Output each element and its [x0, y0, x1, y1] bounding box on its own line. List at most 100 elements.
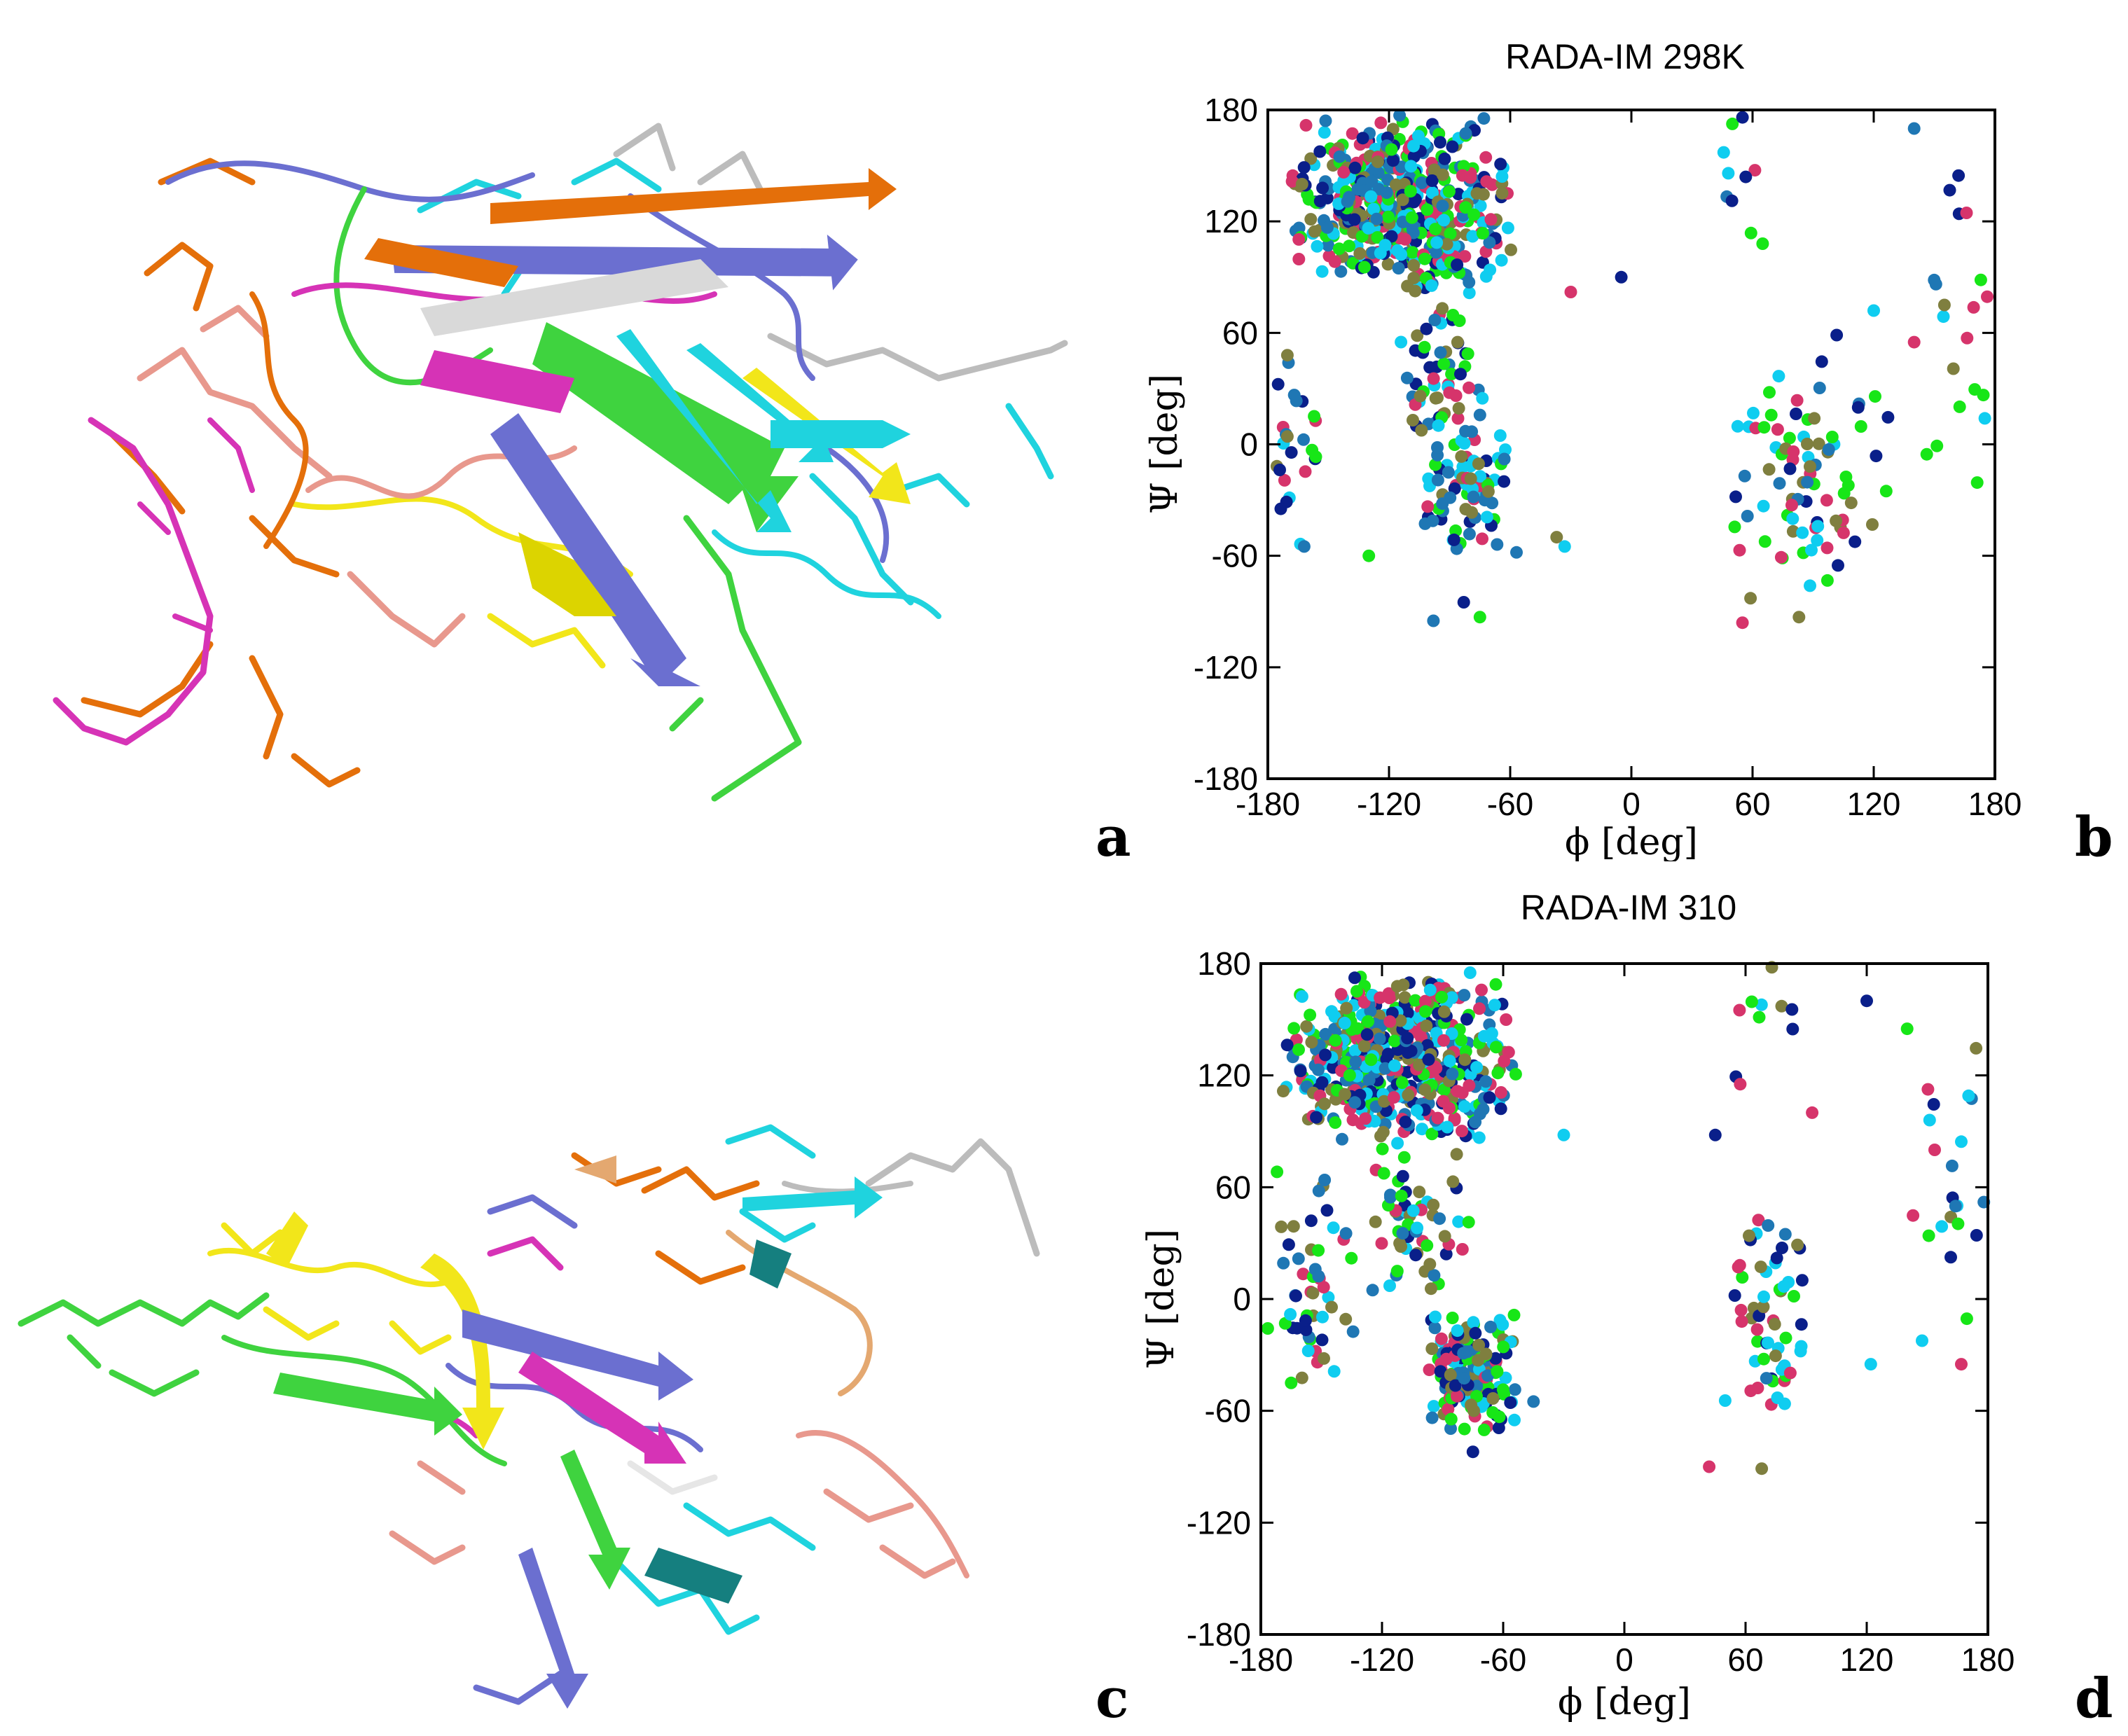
scatter-point [1318, 1097, 1331, 1111]
scatter-point [1501, 221, 1514, 235]
panel-label-d: d [2075, 1667, 2113, 1730]
scatter-point [1970, 476, 1984, 489]
scatter-point [1615, 270, 1628, 284]
scatter-point [1273, 464, 1286, 476]
scatter-point [1434, 1365, 1447, 1378]
scatter-point [1499, 443, 1512, 457]
scatter-point [1949, 1200, 1962, 1213]
scatter-point [1762, 463, 1776, 476]
scatter-point [1437, 357, 1451, 370]
scatter-point [1498, 452, 1511, 466]
scatter-point [1726, 117, 1739, 130]
scatter-point [1791, 1238, 1804, 1251]
scatter-point [1510, 546, 1523, 559]
scatter-point [1280, 430, 1294, 443]
scatter-point [1374, 116, 1388, 130]
scatter-point [1429, 1310, 1442, 1324]
scatter-point [1389, 178, 1402, 191]
scatter-point [1406, 246, 1419, 259]
scatter-point [1271, 1165, 1284, 1179]
scatter-point [1339, 1312, 1353, 1326]
axes: -180 -120 -60 0 60 120 180 -180 -120 -60 0 60 120 180 [1194, 92, 2022, 822]
scatter-point [1505, 243, 1517, 256]
scatter-point [1318, 126, 1331, 139]
scatter-point [1313, 195, 1327, 208]
scatter-point [1392, 262, 1405, 275]
scatter-point [1315, 1333, 1329, 1347]
scatter-point [1470, 1061, 1484, 1074]
scatter-point [1423, 1258, 1437, 1271]
scatter-point [1382, 210, 1395, 223]
scatter-point [1425, 1411, 1439, 1424]
scatter-point [1385, 143, 1398, 156]
scatter-point [1386, 154, 1400, 167]
scatter-point [1418, 252, 1431, 265]
scatter-point [1451, 258, 1464, 272]
scatter-point [1306, 1286, 1320, 1300]
scatter-point [1484, 213, 1498, 226]
scatter-point [1741, 510, 1754, 522]
scatter-point [1325, 1300, 1338, 1314]
scatter-point [1480, 175, 1493, 188]
scatter-point [1295, 1371, 1308, 1384]
scatter-point [1744, 1384, 1757, 1398]
scatter-point [1333, 150, 1346, 163]
scatter-point [1870, 450, 1883, 463]
scatter-point [1413, 1186, 1426, 1199]
scatter-point [1812, 437, 1825, 450]
scatter-point [1338, 1016, 1351, 1029]
scatter-point [1339, 1227, 1353, 1240]
scatter-point [1922, 1229, 1935, 1242]
scatter-point [1394, 1014, 1407, 1027]
scatter-point [1362, 1015, 1374, 1028]
scatter-point [1395, 248, 1408, 261]
scatter-point [1294, 1064, 1307, 1078]
scatter-point [1864, 1358, 1877, 1371]
scatter-point [1329, 1116, 1342, 1129]
scatter-point [1739, 170, 1753, 183]
scatter-point [1378, 1095, 1390, 1108]
scatter-point [1867, 304, 1880, 317]
scatter-point [1458, 437, 1471, 450]
scatter-point [1337, 165, 1350, 179]
scatter-point [1469, 1326, 1482, 1340]
scatter-point [1287, 1220, 1300, 1233]
scatter-point [1837, 526, 1850, 539]
scatter-point [1937, 310, 1950, 324]
scatter-point [1762, 1336, 1774, 1349]
y-tick-label: -60 [1212, 538, 1258, 574]
scatter-point [1360, 1028, 1374, 1041]
scatter-point [1318, 1352, 1330, 1365]
scatter-point [1285, 1376, 1298, 1389]
x-tick-label: -180 [1236, 786, 1300, 822]
scatter-point [1292, 1043, 1305, 1056]
scatter-point [1304, 152, 1318, 165]
scatter-point [1372, 155, 1384, 168]
scatter-point [1292, 232, 1306, 246]
scatter-point [1494, 1086, 1507, 1099]
scatter-point [1385, 230, 1398, 243]
scatter-point [1411, 1221, 1424, 1235]
scatter-point [1527, 1395, 1540, 1408]
scatter-point [1428, 1269, 1441, 1282]
scatter-point [1496, 1383, 1509, 1396]
scatter-point [1425, 186, 1439, 200]
scatter-point [1455, 450, 1468, 463]
scatter-point [1454, 368, 1467, 381]
scatter-point [1734, 1303, 1748, 1317]
y-tick-label: -180 [1187, 1616, 1251, 1653]
scatter-point [1736, 1271, 1749, 1284]
scatter-point [1353, 247, 1367, 260]
scatter-point [1557, 1128, 1570, 1141]
scatter-point [1418, 1083, 1432, 1097]
scatter-point [1315, 265, 1329, 278]
scatter-point [1395, 1189, 1408, 1202]
scatter-point [1491, 1365, 1504, 1378]
scatter-point [1327, 1221, 1340, 1235]
scatter-point [1770, 1251, 1783, 1265]
scatter-point [1420, 1019, 1433, 1032]
scatter-point [1312, 1063, 1325, 1076]
scatter-point [1495, 254, 1508, 267]
x-tick-label: 60 [1727, 1641, 1763, 1678]
scatter-point [1427, 1198, 1440, 1211]
